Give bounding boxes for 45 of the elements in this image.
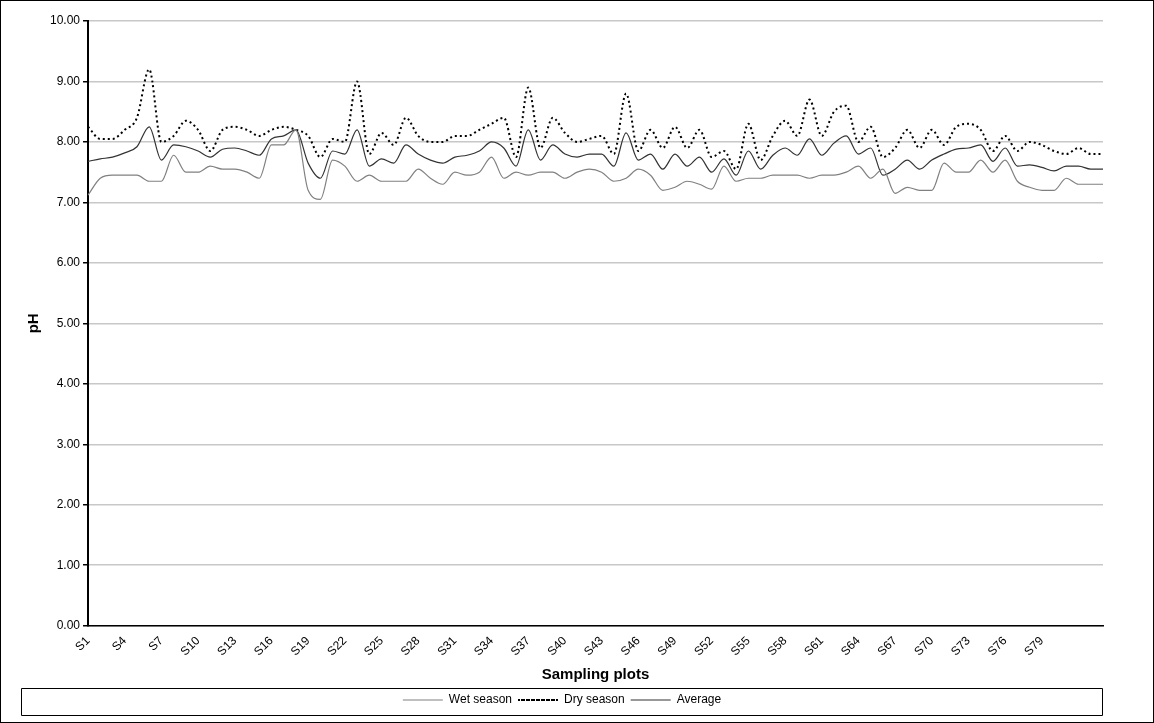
legend-label: Dry season <box>563 692 625 707</box>
x-tick-label: S28 <box>397 633 423 659</box>
legend-label: Wet season <box>448 692 512 707</box>
y-tick-label: 2.00 <box>56 497 81 512</box>
x-tick-label: S76 <box>984 633 1010 659</box>
y-tick-label: 8.00 <box>56 134 81 149</box>
x-tick-label: S79 <box>1021 633 1047 659</box>
y-tick-label: 10.00 <box>50 13 81 28</box>
x-tick-label: S31 <box>434 633 460 659</box>
y-axis-title: pH <box>24 313 42 334</box>
x-tick-label: S67 <box>874 633 900 659</box>
legend-label: Average <box>676 692 722 707</box>
x-tick-label: S25 <box>360 633 387 659</box>
x-tick-label: S16 <box>250 633 277 659</box>
y-tick-label: 3.00 <box>56 436 81 451</box>
x-tick-label: S7 <box>145 633 167 654</box>
line-series <box>87 129 1104 200</box>
y-tick-label: 4.00 <box>56 376 81 391</box>
y-tick-label: 1.00 <box>56 557 81 572</box>
x-tick-label: S55 <box>727 633 754 659</box>
y-tick-label: 0.00 <box>56 618 81 633</box>
y-tick-label: 5.00 <box>56 315 81 330</box>
x-tick-label: S40 <box>544 633 570 659</box>
x-tick-label: S61 <box>801 633 827 659</box>
x-tick-label: S19 <box>287 633 313 659</box>
x-tick-label: S52 <box>691 633 717 659</box>
x-tick-label: S4 <box>108 633 130 654</box>
x-tick-label: S46 <box>617 633 643 659</box>
y-tick-label: 7.00 <box>56 194 81 209</box>
x-tick-label: S49 <box>654 633 680 659</box>
line-series <box>87 126 1104 179</box>
x-axis-title: Sampling plots <box>541 665 650 683</box>
x-tick-label: S37 <box>507 633 533 659</box>
y-tick-label: 9.00 <box>56 73 81 88</box>
x-tick-label: S10 <box>177 633 203 659</box>
x-tick-label: S43 <box>581 633 607 659</box>
x-tick-label: S34 <box>471 633 497 659</box>
x-tick-label: S73 <box>947 633 974 659</box>
x-tick-label: S70 <box>911 633 937 659</box>
x-tick-label: S13 <box>214 633 240 659</box>
x-tick-label: S64 <box>837 633 864 659</box>
y-tick-label: 6.00 <box>56 255 81 270</box>
x-tick-label: S22 <box>324 633 350 659</box>
x-tick-label: S58 <box>764 633 790 659</box>
x-tick-label: S1 <box>72 633 93 654</box>
